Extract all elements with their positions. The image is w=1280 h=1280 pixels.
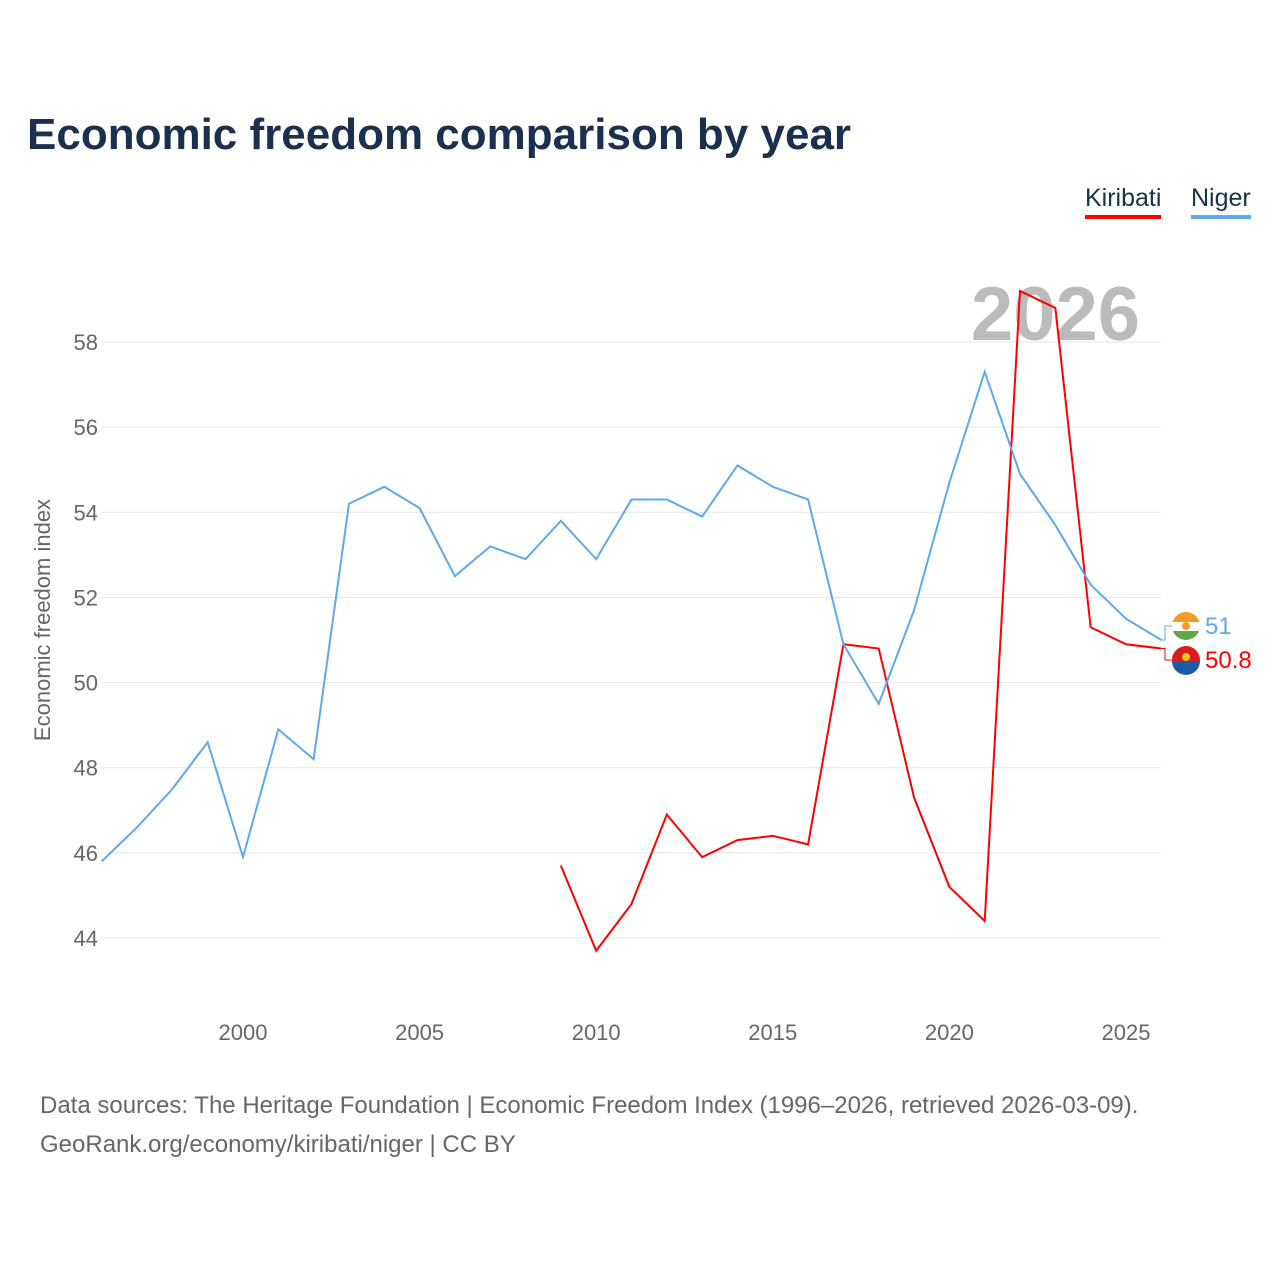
y-tick-label: 50 <box>74 671 98 696</box>
x-tick-label: 2000 <box>219 1020 268 1045</box>
x-tick-label: 2020 <box>925 1020 974 1045</box>
x-tick-label: 2010 <box>572 1020 621 1045</box>
y-tick-label: 54 <box>74 500 98 525</box>
x-tick-label: 2005 <box>395 1020 444 1045</box>
footer: Data sources: The Heritage Foundation | … <box>40 1086 1138 1164</box>
flag-band <box>1173 631 1199 640</box>
y-tick-label: 56 <box>74 415 98 440</box>
y-tick-label: 48 <box>74 756 98 781</box>
flag-sea <box>1172 661 1200 675</box>
flag-sun <box>1182 622 1190 630</box>
series-line-kiribati[interactable] <box>559 289 1162 953</box>
end-label-niger: 51 <box>1205 613 1232 640</box>
legend-kiribati[interactable]: Kiribati <box>1085 184 1162 219</box>
source-text: Data sources: The Heritage Foundation | … <box>40 1092 1139 1119</box>
flag-sun <box>1182 653 1190 661</box>
x-tick-label: 2025 <box>1102 1020 1151 1045</box>
attribution-text: GeoRank.org/economy/kiribati/niger | CC … <box>40 1131 516 1158</box>
chart-title: Economic freedom comparison by year <box>27 110 852 159</box>
x-tick-label: 2015 <box>748 1020 797 1045</box>
y-tick-label: 58 <box>74 330 98 355</box>
end-label-kiribati: 50.8 <box>1205 647 1252 674</box>
y-tick-label: 52 <box>74 585 98 610</box>
end-connector <box>1161 625 1172 641</box>
y-axis-label: Economic freedom index <box>30 499 55 741</box>
y-tick-label: 44 <box>74 926 98 951</box>
series-line-niger[interactable] <box>101 368 1162 863</box>
y-tick-label: 46 <box>74 841 98 866</box>
end-connector <box>1161 648 1172 661</box>
legend-niger[interactable]: Niger <box>1191 184 1251 219</box>
